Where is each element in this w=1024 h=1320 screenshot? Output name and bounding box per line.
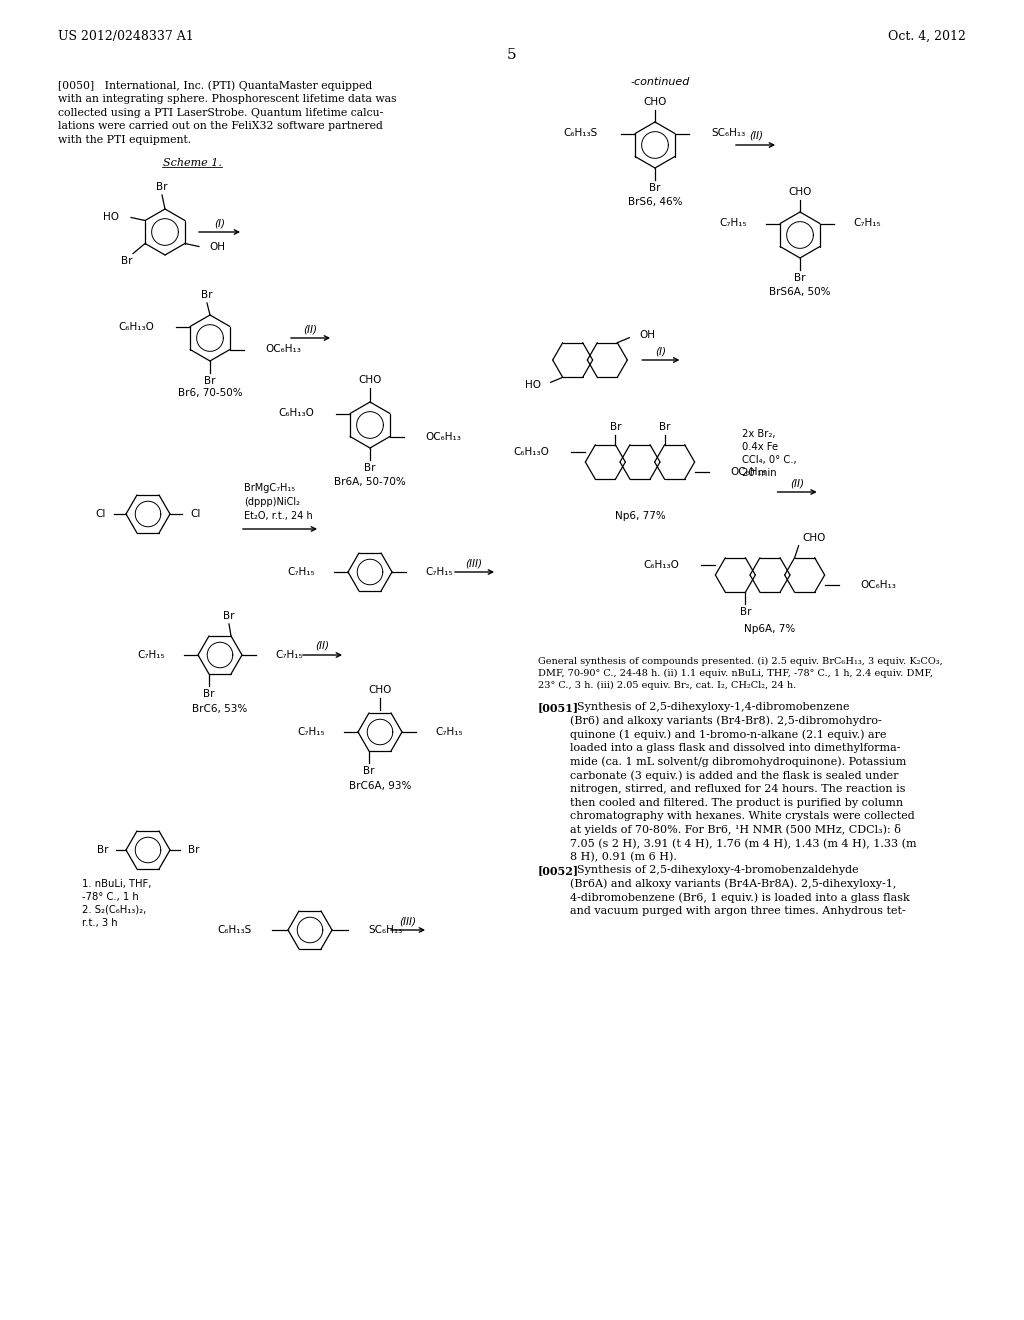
Text: CCl₄, 0° C.,: CCl₄, 0° C., bbox=[742, 455, 797, 465]
Text: C₇H₁₅: C₇H₁₅ bbox=[720, 219, 748, 228]
Text: Br: Br bbox=[96, 845, 108, 855]
Text: Scheme 1.: Scheme 1. bbox=[163, 158, 221, 168]
Text: BrS6, 46%: BrS6, 46% bbox=[628, 197, 682, 207]
Text: Br: Br bbox=[203, 689, 215, 700]
Text: CHO: CHO bbox=[369, 685, 392, 696]
Text: [0050]   International, Inc. (PTI) QuantaMaster equipped
with an integrating sph: [0050] International, Inc. (PTI) QuantaM… bbox=[58, 81, 396, 145]
Text: 5: 5 bbox=[507, 48, 517, 62]
Text: HO: HO bbox=[103, 213, 119, 223]
Text: C₇H₁₅: C₇H₁₅ bbox=[137, 649, 165, 660]
Text: [0051]: [0051] bbox=[538, 702, 580, 713]
Text: Synthesis of 2,5-dihexyloxy-4-bromobenzaldehyde
(Br6A) and alkoxy variants (Br4A: Synthesis of 2,5-dihexyloxy-4-bromobenza… bbox=[570, 865, 909, 916]
Text: Br: Br bbox=[649, 183, 660, 193]
Text: C₇H₁₅: C₇H₁₅ bbox=[853, 219, 881, 228]
Text: CHO: CHO bbox=[803, 533, 826, 543]
Text: OH: OH bbox=[209, 242, 225, 252]
Text: OC₆H₁₃: OC₆H₁₃ bbox=[731, 467, 767, 477]
Text: Br6, 70-50%: Br6, 70-50% bbox=[178, 388, 243, 399]
Text: 20 min: 20 min bbox=[742, 469, 776, 478]
Text: OH: OH bbox=[639, 330, 655, 339]
Text: CHO: CHO bbox=[788, 187, 812, 197]
Text: Br: Br bbox=[188, 845, 200, 855]
Text: HO: HO bbox=[524, 380, 541, 391]
Text: C₇H₁₅: C₇H₁₅ bbox=[435, 727, 463, 737]
Text: -continued: -continued bbox=[631, 77, 690, 87]
Text: BrC6, 53%: BrC6, 53% bbox=[193, 704, 248, 714]
Text: OC₆H₁₃: OC₆H₁₃ bbox=[265, 345, 301, 355]
Text: Np6A, 7%: Np6A, 7% bbox=[744, 624, 796, 634]
Text: C₇H₁₅: C₇H₁₅ bbox=[275, 649, 303, 660]
Text: C₇H₁₅: C₇H₁₅ bbox=[425, 568, 453, 577]
Text: (II): (II) bbox=[749, 131, 763, 141]
Text: Br: Br bbox=[365, 463, 376, 473]
Text: BrS6A, 50%: BrS6A, 50% bbox=[769, 286, 830, 297]
Text: US 2012/0248337 A1: US 2012/0248337 A1 bbox=[58, 30, 194, 44]
Text: r.t., 3 h: r.t., 3 h bbox=[82, 917, 118, 928]
Text: C₆H₁₃O: C₆H₁₃O bbox=[513, 447, 549, 457]
Text: 2x Br₂,: 2x Br₂, bbox=[742, 429, 775, 440]
Text: Br: Br bbox=[223, 611, 234, 620]
Text: Et₂O, r.t., 24 h: Et₂O, r.t., 24 h bbox=[244, 511, 312, 521]
Text: (I): (I) bbox=[214, 218, 225, 228]
Text: Br: Br bbox=[202, 290, 213, 300]
Text: General synthesis of compounds presented. (i) 2.5 equiv. BrC₆H₁₃, 3 equiv. K₂CO₃: General synthesis of compounds presented… bbox=[538, 657, 943, 690]
Text: (II): (II) bbox=[791, 478, 805, 488]
Text: Cl: Cl bbox=[190, 510, 201, 519]
Text: Oct. 4, 2012: Oct. 4, 2012 bbox=[888, 30, 966, 44]
Text: Br6A, 50-70%: Br6A, 50-70% bbox=[334, 477, 406, 487]
Text: OC₆H₁₃: OC₆H₁₃ bbox=[860, 579, 897, 590]
Text: Np6, 77%: Np6, 77% bbox=[614, 511, 666, 521]
Text: Br: Br bbox=[121, 256, 133, 267]
Text: SC₆H₁₃: SC₆H₁₃ bbox=[711, 128, 745, 139]
Text: C₆H₁₃O: C₆H₁₃O bbox=[279, 408, 314, 418]
Text: Cl: Cl bbox=[95, 510, 106, 519]
Text: C₇H₁₅: C₇H₁₅ bbox=[297, 727, 325, 737]
Text: Br: Br bbox=[364, 766, 375, 776]
Text: C₇H₁₅: C₇H₁₅ bbox=[288, 568, 315, 577]
Text: C₆H₁₃S: C₆H₁₃S bbox=[564, 128, 598, 139]
Text: (I): (I) bbox=[654, 346, 666, 356]
Text: BrMgC₇H₁₅: BrMgC₇H₁₅ bbox=[244, 483, 295, 492]
Text: Synthesis of 2,5-dihexyloxy-1,4-dibromobenzene
(Br6) and alkoxy variants (Br4-Br: Synthesis of 2,5-dihexyloxy-1,4-dibromob… bbox=[570, 702, 916, 863]
Text: (dppp)NiCl₂: (dppp)NiCl₂ bbox=[244, 498, 300, 507]
Text: OC₆H₁₃: OC₆H₁₃ bbox=[425, 432, 461, 441]
Text: Br: Br bbox=[795, 273, 806, 282]
Text: -78° C., 1 h: -78° C., 1 h bbox=[82, 892, 138, 902]
Text: 2. S₂(C₆H₁₃)₂,: 2. S₂(C₆H₁₃)₂, bbox=[82, 906, 146, 915]
Text: [0052]: [0052] bbox=[538, 865, 580, 876]
Text: (III): (III) bbox=[399, 916, 417, 927]
Text: Br: Br bbox=[658, 421, 671, 432]
Text: BrC6A, 93%: BrC6A, 93% bbox=[349, 781, 412, 791]
Text: (II): (II) bbox=[303, 323, 317, 334]
Text: (II): (II) bbox=[315, 642, 329, 651]
Text: SC₆H₁₃: SC₆H₁₃ bbox=[368, 925, 402, 935]
Text: 1. nBuLi, THF,: 1. nBuLi, THF, bbox=[82, 879, 152, 888]
Text: Br: Br bbox=[204, 376, 216, 385]
Text: CHO: CHO bbox=[643, 96, 667, 107]
Text: Br: Br bbox=[609, 421, 622, 432]
Text: (III): (III) bbox=[466, 558, 482, 568]
Text: CHO: CHO bbox=[358, 375, 382, 385]
Text: 0.4x Fe: 0.4x Fe bbox=[742, 442, 778, 451]
Text: C₆H₁₃S: C₆H₁₃S bbox=[218, 925, 252, 935]
Text: Br: Br bbox=[739, 607, 752, 618]
Text: C₆H₁₃O: C₆H₁₃O bbox=[118, 322, 154, 331]
Text: Br: Br bbox=[157, 182, 168, 191]
Text: C₆H₁₃O: C₆H₁₃O bbox=[643, 560, 679, 570]
